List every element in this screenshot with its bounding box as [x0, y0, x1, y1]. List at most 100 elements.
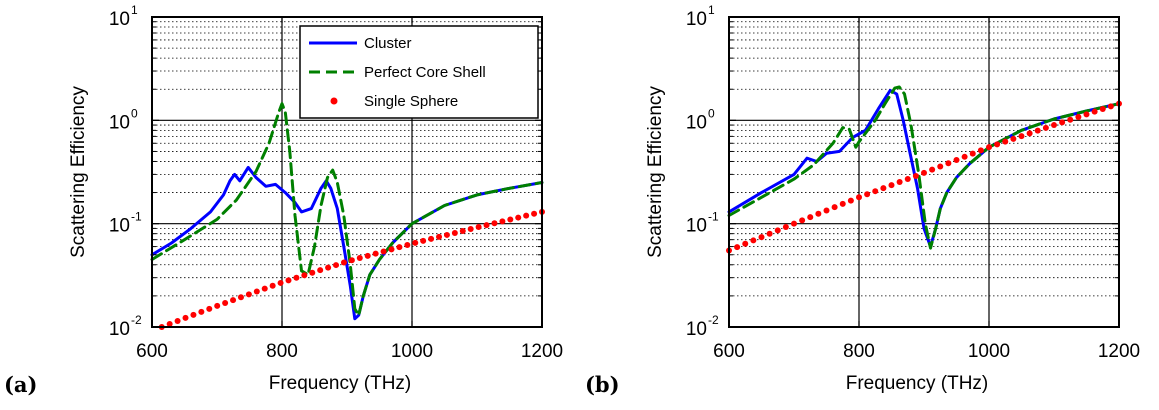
data-point-single-sphere — [333, 262, 340, 269]
y-tick-label: 10 -2 — [686, 313, 719, 340]
data-point-single-sphere — [412, 239, 419, 246]
data-point-single-sphere — [206, 305, 213, 312]
data-point-single-sphere — [1059, 119, 1066, 126]
y-tick-exponent: 0 — [708, 106, 715, 120]
y-tick-exponent: 0 — [131, 106, 138, 120]
x-axis-label-b: Frequency (THz) — [846, 373, 989, 394]
y-tick-exponent: -1 — [131, 210, 142, 224]
x-tick-label: 800 — [843, 341, 875, 362]
y-tick-base: 10 — [109, 9, 130, 30]
data-point-single-sphere — [182, 314, 189, 321]
data-point-single-sphere — [921, 169, 927, 176]
data-point-single-sphere — [515, 214, 522, 221]
data-point-single-sphere — [758, 234, 765, 241]
y-tick-base: 10 — [109, 112, 130, 133]
y-axis-label-b: Scattering Efficiency — [645, 86, 666, 258]
data-point-single-sphere — [815, 210, 822, 217]
data-point-single-sphere — [325, 264, 332, 271]
y-tick-label: 10 -2 — [109, 313, 142, 340]
data-point-single-sphere — [214, 302, 221, 309]
data-point-single-sphere — [380, 248, 387, 255]
data-point-single-sphere — [750, 237, 757, 244]
data-point-single-sphere — [823, 207, 830, 214]
data-point-single-sphere — [782, 224, 789, 231]
data-point-single-sphere — [1091, 108, 1098, 115]
data-point-single-sphere — [1075, 114, 1082, 121]
data-point-single-sphere — [451, 229, 458, 236]
data-point-single-sphere — [467, 225, 474, 232]
data-point-single-sphere — [1067, 116, 1074, 123]
data-point-single-sphere — [791, 220, 797, 227]
y-tick-base: 10 — [109, 216, 130, 237]
data-point-single-sphere — [807, 214, 814, 221]
y-tick-exponent: -1 — [708, 210, 719, 224]
y-tick-base: 10 — [686, 216, 707, 237]
x-tick-label: 1000 — [391, 341, 433, 362]
y-tick-label: 10 1 — [686, 3, 715, 30]
data-point-single-sphere — [1083, 111, 1090, 118]
data-point-single-sphere — [388, 246, 395, 253]
data-point-single-sphere — [420, 237, 427, 244]
data-point-single-sphere — [523, 212, 530, 219]
data-point-single-sphere — [364, 252, 371, 259]
data-point-single-sphere — [309, 269, 316, 276]
data-point-single-sphere — [230, 297, 237, 304]
x-tick-label: 600 — [136, 341, 168, 362]
y-tick-base: 10 — [109, 319, 130, 340]
data-point-single-sphere — [1042, 124, 1049, 131]
data-point-single-sphere — [1010, 135, 1017, 142]
data-point-single-sphere — [742, 240, 749, 247]
data-point-single-sphere — [929, 166, 936, 173]
data-point-single-sphere — [839, 200, 846, 207]
data-point-single-sphere — [293, 274, 300, 281]
panel-label-b: (b) — [585, 372, 620, 397]
data-point-single-sphere — [986, 144, 992, 151]
data-point-single-sphere — [904, 175, 911, 182]
data-point-single-sphere — [301, 272, 308, 279]
legend-label: Single Sphere — [364, 93, 458, 110]
data-point-single-sphere — [443, 231, 450, 238]
y-tick-base: 10 — [686, 112, 707, 133]
data-point-single-sphere — [734, 244, 741, 251]
series-line-perfect-core-shell — [150, 102, 544, 317]
data-point-single-sphere — [237, 294, 244, 301]
data-point-single-sphere — [953, 157, 960, 164]
data-point-single-sphere — [166, 320, 173, 327]
series-single-sphere — [726, 100, 1122, 254]
data-point-single-sphere — [1107, 103, 1114, 110]
data-point-single-sphere — [372, 250, 379, 257]
data-point-single-sphere — [491, 220, 498, 227]
data-point-single-sphere — [459, 227, 466, 234]
data-point-single-sphere — [404, 241, 411, 248]
data-point-single-sphere — [436, 233, 443, 240]
x-tick-label: 1200 — [1098, 341, 1140, 362]
data-point-single-sphere — [1026, 130, 1033, 137]
data-point-single-sphere — [428, 235, 435, 242]
y-tick-label: 10 1 — [109, 3, 138, 30]
data-point-single-sphere — [1002, 138, 1009, 145]
x-tick-label: 1200 — [521, 341, 563, 362]
data-point-single-sphere — [340, 259, 347, 266]
y-tick-label: 10 0 — [109, 106, 138, 133]
data-point-single-sphere — [774, 227, 781, 234]
x-axis-label-a: Frequency (THz) — [269, 373, 412, 394]
data-point-single-sphere — [222, 299, 229, 306]
legend-item-perfect-core-shell: Perfect Core Shell — [309, 64, 486, 81]
data-point-single-sphere — [356, 255, 363, 262]
y-tick-label: 10 -1 — [686, 210, 719, 237]
legend-label: Cluster — [364, 35, 412, 52]
data-point-single-sphere — [945, 160, 952, 167]
data-point-single-sphere — [1018, 133, 1025, 140]
data-point-single-sphere — [847, 197, 854, 204]
data-point-single-sphere — [245, 291, 252, 298]
data-point-single-sphere — [977, 147, 984, 154]
data-point-single-sphere — [277, 279, 284, 286]
plot-frame-b — [728, 16, 1120, 328]
legend-swatch — [330, 97, 338, 105]
data-point-single-sphere — [799, 217, 806, 224]
